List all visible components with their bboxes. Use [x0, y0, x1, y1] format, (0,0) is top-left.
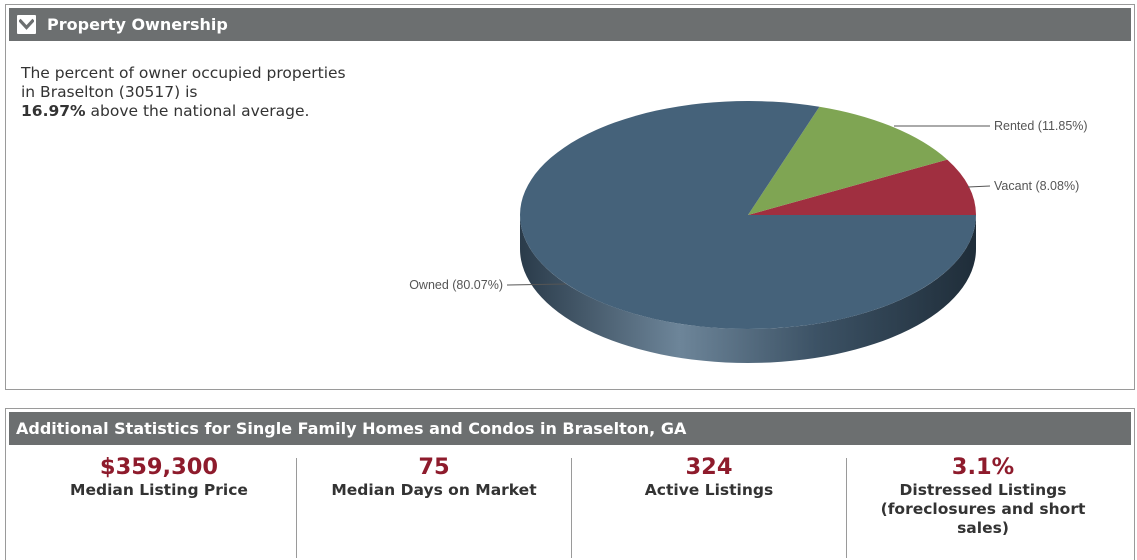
- stat-median-listing-price: $359,300 Median Listing Price: [39, 453, 279, 500]
- additional-statistics-panel: Additional Statistics for Single Family …: [5, 408, 1135, 560]
- description-lead: The percent of owner occupied properties…: [21, 64, 346, 101]
- pie-label-connector: [967, 185, 991, 188]
- stat-value: 3.1%: [951, 454, 1015, 480]
- stat-active-listings: 324 Active Listings: [589, 453, 829, 500]
- stat-label: Distressed Listings (foreclosures and sh…: [880, 481, 1086, 537]
- stat-label: Median Days on Market: [331, 481, 537, 499]
- stat-value: $359,300: [99, 454, 219, 480]
- property-ownership-panel: Property Ownership The percent of owner …: [5, 4, 1135, 390]
- ownership-description: The percent of owner occupied properties…: [21, 64, 351, 121]
- chevron-down-icon: [19, 18, 34, 30]
- collapse-toggle-button[interactable]: [17, 15, 36, 34]
- stat-value: 324: [685, 454, 733, 480]
- pie-side-wall: [520, 215, 976, 363]
- pie-slice-owned[interactable]: [520, 100, 976, 329]
- ownership-pie-chart: Vacant (8.08%) Rented (11.85%) Owned (80.0…: [409, 100, 1088, 363]
- stat-value: 75: [418, 454, 450, 480]
- statistics-header: Additional Statistics for Single Family …: [9, 412, 1131, 445]
- stat-label: Median Listing Price: [70, 481, 248, 499]
- stat-divider: [846, 458, 847, 558]
- pie-label-rented: Rented (11.85%): [994, 119, 1088, 133]
- stat-median-days-on-market: 75 Median Days on Market: [314, 453, 554, 500]
- stat-divider: [571, 458, 572, 558]
- description-tail: above the national average.: [90, 102, 310, 120]
- description-highlight: 16.97%: [21, 102, 86, 120]
- pie-slice-vacant[interactable]: [748, 159, 976, 215]
- property-ownership-title: Property Ownership: [47, 15, 228, 34]
- stat-label: Active Listings: [644, 481, 774, 499]
- property-ownership-header[interactable]: Property Ownership: [9, 8, 1131, 41]
- pie-label-owned: Owned (80.07%): [409, 278, 503, 292]
- pie-label-vacant: Vacant (8.08%): [994, 179, 1079, 193]
- stat-distressed-listings: 3.1% Distressed Listings (foreclosures a…: [868, 453, 1098, 538]
- stat-divider: [296, 458, 297, 558]
- statistics-title: Additional Statistics for Single Family …: [16, 419, 687, 438]
- pie-label-connector: [506, 283, 567, 286]
- pie-slice-rented[interactable]: [748, 106, 948, 215]
